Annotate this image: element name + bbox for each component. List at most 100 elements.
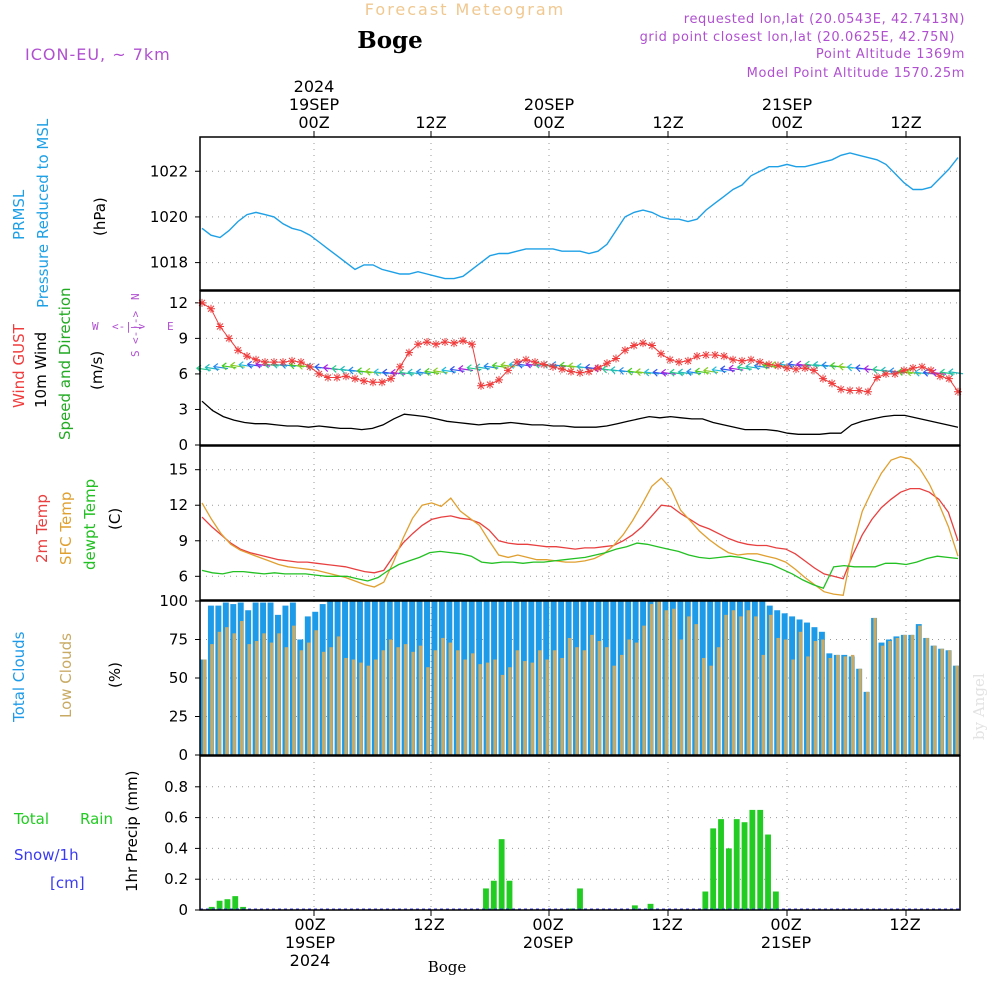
panel-background: [200, 137, 960, 290]
wind-arrow: [230, 364, 245, 368]
low-cloud-bar: [567, 637, 572, 755]
total-rain-label-rain: Rain: [80, 810, 113, 828]
wind-arrow: [289, 364, 305, 368]
wind-gust-marker: [585, 367, 593, 376]
temp-dewpt-line: [201, 542, 959, 590]
low-cloud-bar: [590, 634, 594, 755]
wind-arrow: [433, 370, 448, 374]
wind-gust-marker: [630, 341, 638, 350]
wind-gust-marker: [342, 372, 350, 381]
time-tick-bottom-6: 12Z: [889, 915, 920, 934]
time-tick-top-5: 00Z: [771, 113, 802, 132]
time-tick-bottom-3: 00Z: [532, 915, 563, 934]
low-cloud-bar: [284, 647, 289, 755]
rain-bar: [725, 848, 732, 910]
low-cloud-bar: [225, 627, 229, 755]
wind-gust-marker: [234, 346, 242, 355]
y-tick-label: 12: [169, 294, 188, 312]
wind-arrow: [526, 363, 541, 367]
y-tick-label: 0.2: [164, 870, 188, 888]
wind-arrow-head: [500, 361, 506, 370]
total-clouds-label: Total Clouds: [10, 631, 28, 723]
y-tick-label: 0: [178, 901, 188, 919]
wind-arrow-head: [795, 360, 802, 369]
low-cloud-bar: [299, 650, 303, 755]
y-tick-label: 3: [178, 400, 188, 418]
low-cloud-bar: [448, 642, 452, 755]
y-tick-label: 75: [169, 631, 188, 649]
temp-sfc-line: [201, 456, 959, 597]
wind-arrow: [813, 363, 828, 368]
low-cloud-bar: [828, 657, 832, 755]
low-cloud-bar: [813, 641, 818, 755]
y-tick-label: 0.8: [164, 778, 188, 796]
date-label-top-2: 20SEP: [524, 95, 575, 114]
rain-bar: [577, 888, 583, 910]
low-cloud-bar: [560, 657, 564, 755]
low-cloud-bar: [217, 631, 221, 755]
time-tick-top-4: 12Z: [652, 113, 683, 132]
low-cloud-bar: [456, 650, 460, 755]
low-cloud-bar: [634, 642, 639, 755]
wind-arrow: [822, 364, 837, 368]
wind-arrow-head: [458, 365, 464, 373]
rain-bar: [765, 834, 771, 910]
wind-arrow-head: [204, 363, 210, 372]
ms-unit: (m/s): [88, 351, 106, 390]
low-cloud-bar: [895, 637, 900, 755]
wind-gust-marker: [549, 362, 557, 371]
wind-gust-marker: [639, 339, 647, 348]
wind-gust-marker: [792, 365, 800, 374]
low-cloud-bar: [441, 637, 445, 755]
low-cloud-bar: [426, 667, 430, 755]
low-cloud-bar: [776, 637, 780, 755]
low-cloud-bar: [716, 647, 721, 755]
low-cloud-bar: [269, 642, 274, 755]
wind-gust-marker: [801, 364, 809, 372]
wind-gust-marker: [459, 336, 467, 345]
y-tick-label: 1022: [150, 162, 188, 180]
low-cloud-bar: [374, 659, 378, 755]
low-cloud-bar: [403, 644, 408, 755]
wind-arrow: [661, 371, 676, 375]
low-cloud-bar: [754, 616, 758, 755]
chart-title: Forecast Meteogram: [365, 0, 565, 19]
wind-arrow-head: [601, 365, 607, 374]
wind-gust-marker: [954, 387, 962, 396]
wind-arrow-head: [212, 363, 219, 371]
low-cloud-bar: [508, 667, 512, 755]
temp-2m-label: 2m Temp: [33, 494, 51, 563]
wind-gust-marker: [666, 355, 674, 364]
low-cloud-bar: [321, 651, 326, 755]
wind-arrow-head: [339, 365, 346, 374]
wind-gust-marker: [702, 350, 710, 359]
year-label-bottom: 2024: [290, 951, 331, 970]
wind-arrow-head: [703, 366, 709, 375]
wind-arrow-head: [221, 362, 227, 371]
wind-gust-marker: [216, 322, 224, 331]
low-cloud-bar: [515, 650, 520, 755]
wind-gust-marker: [900, 366, 908, 375]
wind-gust-marker: [873, 373, 881, 382]
wind-arrow-head: [322, 364, 329, 373]
low-clouds-label: Low Clouds: [57, 633, 75, 718]
y-tick-label: 0: [178, 746, 188, 764]
low-cloud-bar: [746, 610, 751, 755]
wind-10m-label: 10m Wind: [32, 332, 50, 408]
wind-arrow-head: [635, 368, 641, 377]
y-tick-label: 0.4: [164, 839, 188, 857]
requested-coords: requested lon,lat (20.0543E, 42.7413N): [684, 12, 965, 27]
wind-arrow: [222, 365, 237, 369]
date-label-bottom-2: 20SEP: [523, 933, 574, 952]
low-cloud-bar: [210, 644, 214, 755]
low-cloud-bar: [649, 604, 654, 755]
low-cloud-bar: [463, 659, 467, 755]
wind-gust-marker: [387, 374, 395, 383]
time-tick-top-1: 00Z: [298, 113, 329, 132]
wind-gust-marker: [540, 360, 548, 369]
wind-arrow-head: [508, 360, 515, 369]
wind-arrow-head: [812, 360, 819, 369]
rain-bar: [741, 822, 748, 910]
low-cloud-bar: [843, 656, 847, 755]
low-cloud-bar: [858, 668, 862, 755]
